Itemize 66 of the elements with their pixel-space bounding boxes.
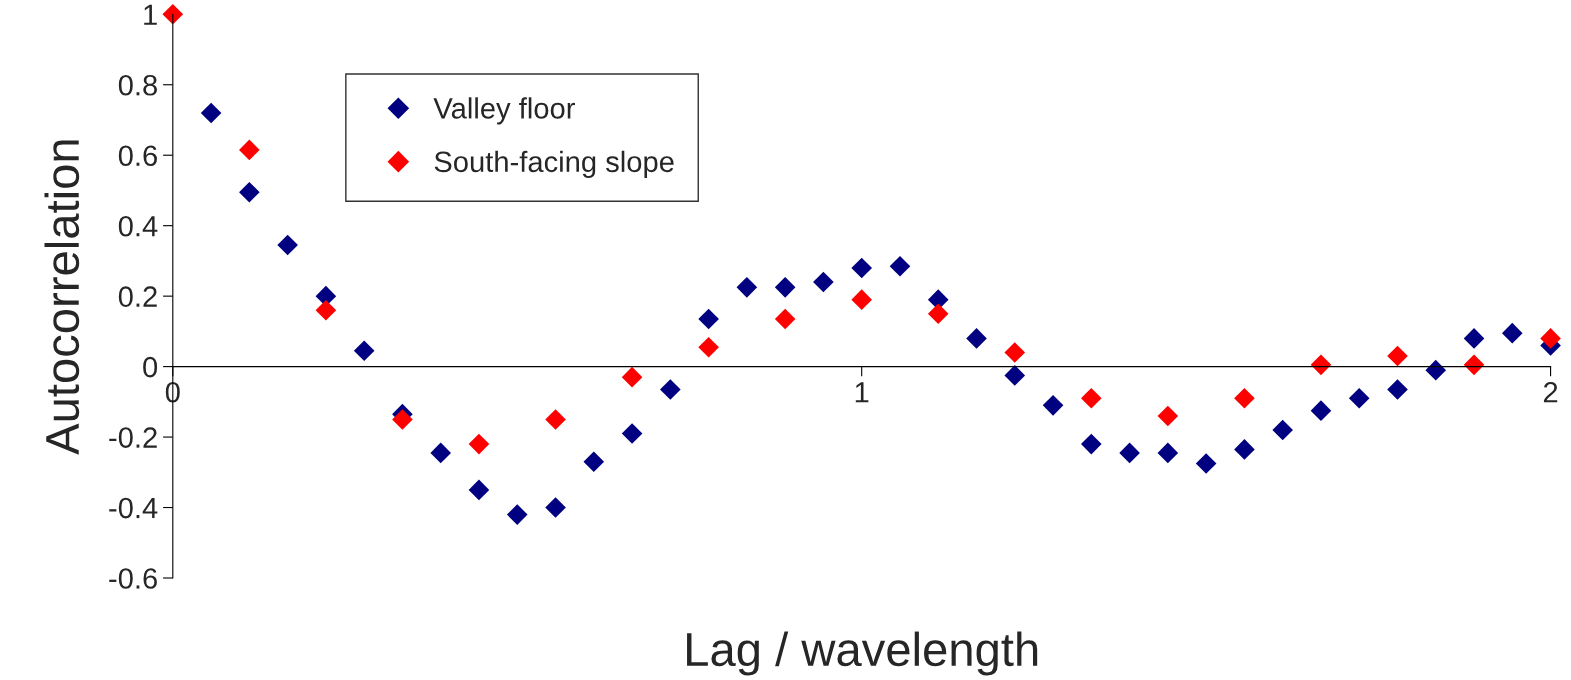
y-axis-title: Autocorrelation — [44, 140, 80, 455]
point — [430, 442, 452, 464]
point — [1004, 365, 1026, 386]
point — [889, 255, 911, 277]
point — [239, 139, 260, 161]
legend-label: South-facing slope — [434, 150, 674, 178]
x-tick-label: 2 — [1543, 381, 1558, 403]
point — [1157, 405, 1179, 427]
point — [1234, 388, 1255, 409]
point — [1387, 345, 1408, 367]
y-tick-label: -0.2 — [109, 427, 157, 448]
point — [1348, 388, 1370, 409]
point — [1387, 379, 1408, 400]
point — [200, 102, 222, 124]
point — [1119, 442, 1140, 464]
point — [392, 409, 413, 430]
point — [545, 497, 566, 518]
point — [1042, 395, 1064, 416]
point — [774, 277, 796, 298]
point — [1081, 388, 1102, 409]
point — [813, 271, 834, 293]
y-tick-label: 0 — [143, 356, 158, 378]
point — [698, 336, 719, 358]
point — [927, 303, 949, 325]
point — [621, 366, 643, 388]
point — [545, 409, 566, 430]
point — [736, 277, 758, 298]
y-tick-label: 1 — [144, 4, 157, 25]
point — [506, 504, 528, 525]
point — [1310, 354, 1332, 376]
point — [1540, 328, 1561, 349]
point — [660, 379, 681, 400]
point — [468, 479, 490, 501]
point — [353, 340, 375, 362]
y-tick-label: -0.4 — [109, 497, 158, 519]
point — [1157, 442, 1179, 464]
point — [1272, 419, 1293, 441]
point — [851, 289, 872, 310]
point — [315, 299, 337, 321]
x-axis-title: Lag / wavelength — [687, 631, 1038, 676]
point — [1463, 328, 1485, 349]
y-tick-label: 0.8 — [118, 74, 157, 96]
y-tick-label: 0.6 — [118, 145, 157, 167]
x-tick-label: 1 — [855, 382, 869, 403]
y-tick-label: -0.6 — [109, 568, 157, 589]
legend-label: Valley floor — [433, 97, 575, 125]
point — [774, 308, 796, 330]
point — [1081, 433, 1102, 455]
point — [583, 451, 605, 473]
y-tick-label: 0.4 — [118, 215, 158, 237]
point — [1310, 400, 1332, 421]
point — [1425, 359, 1447, 381]
point — [277, 234, 298, 256]
point — [698, 308, 719, 330]
point — [1195, 453, 1217, 474]
point — [1501, 322, 1523, 344]
y-tick-label: 0.2 — [118, 286, 157, 307]
point — [162, 3, 184, 25]
point — [621, 423, 643, 444]
point — [1234, 439, 1255, 460]
point — [239, 181, 260, 203]
point — [468, 433, 490, 455]
point — [1463, 354, 1485, 376]
point — [966, 328, 987, 349]
point — [1004, 342, 1026, 363]
point — [851, 257, 872, 279]
